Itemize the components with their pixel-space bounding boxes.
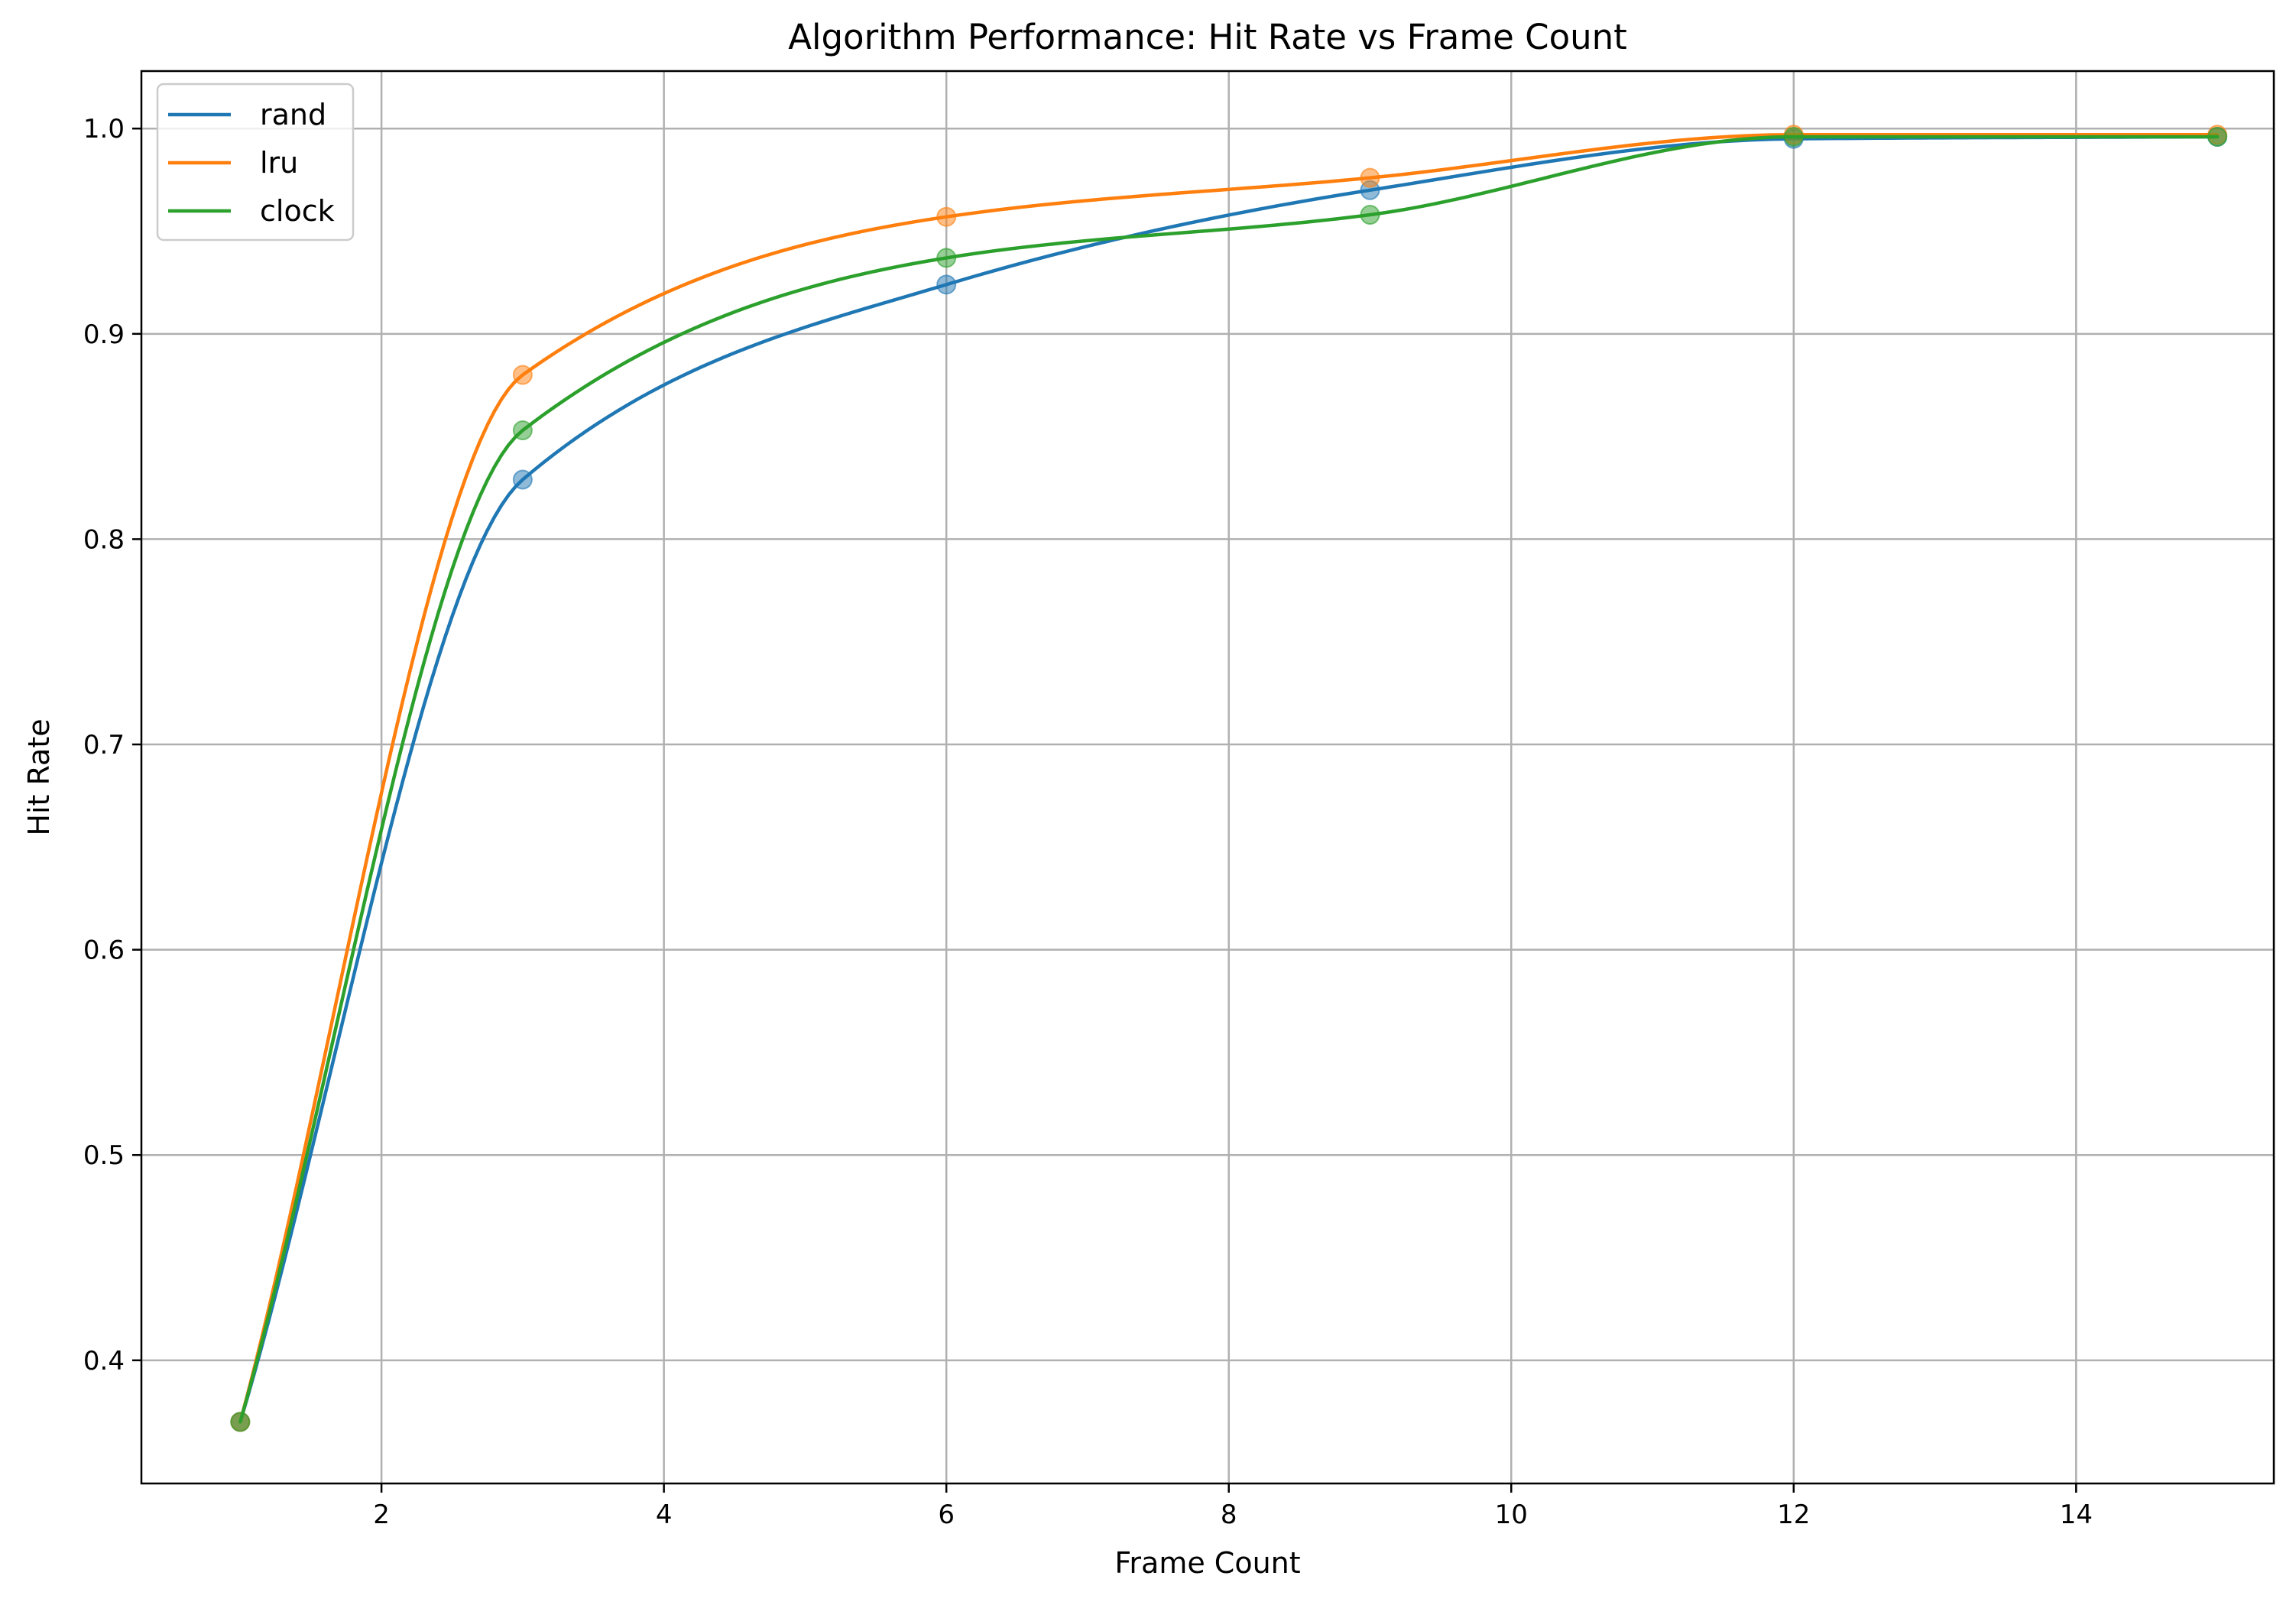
- y-tick-label: 1.0: [83, 114, 125, 144]
- x-tick-label: 14: [2060, 1500, 2093, 1530]
- data-point-lru: [1360, 167, 1380, 188]
- x-tick-label: 12: [1777, 1500, 1810, 1530]
- x-tick-label: 2: [373, 1500, 390, 1530]
- data-point-clock: [230, 1412, 251, 1432]
- data-point-lru: [936, 206, 957, 227]
- y-axis-label: Hit Rate: [22, 718, 56, 835]
- data-point-clock: [1360, 205, 1380, 225]
- data-point-lru: [512, 365, 533, 385]
- data-point-rand: [936, 274, 957, 295]
- x-axis-label: Frame Count: [1114, 1546, 1300, 1580]
- legend-box: [156, 83, 355, 242]
- series: [230, 125, 2228, 1432]
- y-tick-label: 0.5: [83, 1140, 125, 1171]
- legend: rand lru clock: [156, 83, 355, 242]
- series-clock: [230, 126, 2228, 1432]
- legend-label-rand: rand: [260, 98, 326, 131]
- chart-title: Algorithm Performance: Hit Rate vs Frame…: [788, 17, 1627, 57]
- data-point-rand: [512, 469, 533, 490]
- data-point-clock: [1783, 126, 1804, 147]
- series-line-lru: [238, 133, 2220, 1424]
- series-line-clock: [238, 135, 2220, 1424]
- y-tick-label: 0.7: [83, 730, 125, 760]
- y-tick-label: 0.8: [83, 524, 125, 555]
- y-tick-label: 0.4: [83, 1346, 125, 1376]
- data-point-clock: [512, 420, 533, 441]
- x-tick-label: 8: [1221, 1500, 1237, 1530]
- data-point-clock: [936, 248, 957, 268]
- x-tick-label: 10: [1495, 1500, 1528, 1530]
- plot-frame: [140, 70, 2275, 1485]
- x-tick-label: 4: [656, 1500, 673, 1530]
- legend-items: rand lru clock: [168, 98, 335, 228]
- y-tick-label: 0.6: [83, 935, 125, 966]
- legend-label-clock: clock: [260, 194, 335, 228]
- ticks: 2 4 6 8 10 12 14 0.4 0.5 0.6 0.7 0.8 0.9 1.0: [83, 114, 2093, 1530]
- x-tick-label: 6: [938, 1500, 955, 1530]
- grid: [141, 71, 2274, 1483]
- data-point-clock: [2207, 126, 2228, 147]
- legend-label-lru: lru: [260, 146, 298, 180]
- y-tick-label: 0.9: [83, 319, 125, 350]
